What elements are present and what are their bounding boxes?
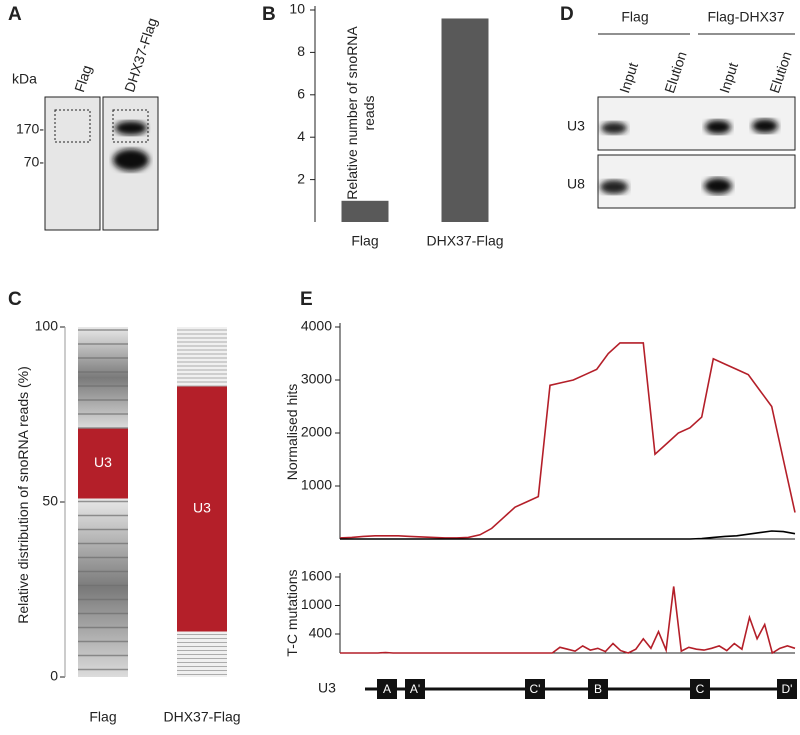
blot-lane [44,96,101,231]
y-axis-title: Normalised hits [284,383,300,481]
map-box-label: A' [410,682,420,696]
y-tick-label: 10 [289,1,305,17]
bar-segment [78,498,128,677]
lane-label: Input [716,60,741,95]
crop-box [54,109,91,143]
lane-label: Elution [661,49,689,95]
y-tick-label: 6 [297,86,305,102]
band [115,121,147,135]
blot [597,154,796,209]
y-tick-label: 3000 [301,371,332,387]
group-label: Flag-DHX37 [707,9,784,25]
unit-label: kDa [12,71,37,87]
y-tick-label: 4 [297,128,305,144]
band [752,119,778,133]
band [113,149,149,171]
band [601,122,627,134]
panel-letter: C [8,289,22,310]
x-tick-label: DHX37-Flag [163,709,240,725]
map-box-label: D' [782,682,793,696]
y-tick-label: 100 [35,318,59,334]
map-box-label: A [383,682,391,696]
band [600,180,628,194]
bar-segment [177,386,227,632]
map-box [690,679,710,699]
lane-label: Elution [766,49,794,95]
segment-label: U3 [193,500,211,516]
map-box [525,679,545,699]
bar-segment-group [177,631,227,677]
x-tick-label: Flag [89,709,116,725]
line-series [340,586,796,655]
marker-label: 170- [16,121,44,137]
map-box [777,679,797,699]
y-tick-label: 50 [42,493,58,509]
map-box [405,679,425,699]
bar-segment-group [177,386,227,632]
row-label: U8 [567,176,585,192]
bar [441,18,489,223]
crop-box [112,109,149,143]
y-tick-label: 2000 [301,424,332,440]
band [704,178,732,194]
y-tick-label: 8 [297,43,305,59]
bar-segment-group [177,327,227,387]
line-series [340,530,796,540]
segment-label: U3 [94,454,112,470]
panel-a: kDa Flag DHX37-Flag 170- 70- [12,16,160,231]
bar-segment-group [78,428,128,499]
x-tick-label: Flag [351,233,378,249]
panel-letter: A [8,4,22,25]
map-box-label: C [696,682,705,696]
row-label: U3 [567,118,585,134]
bar-segment [78,428,128,499]
band [705,120,731,134]
lane-label: Input [616,60,641,95]
map-label: U3 [318,680,336,696]
map-box [588,679,608,699]
panel-d: Flag Flag-DHX37 Input Elution Input Elut… [567,9,796,209]
panel-letter: D [560,4,574,25]
y-axis-title: T-C mutations [284,569,300,657]
y-axis-title: Relative distribution of snoRNA reads (%… [15,366,31,624]
map-box [377,679,397,699]
y-tick-label: 2 [297,170,305,186]
panel-letter: B [262,4,276,25]
lane-label: Flag [71,63,95,94]
y-tick-label: 1000 [301,477,332,493]
x-tick-label: DHX37-Flag [426,233,503,249]
line-series [339,342,796,539]
marker-label: 70- [24,154,45,170]
y-tick-label: 0 [50,668,58,684]
bar-segment-group [78,327,128,429]
y-tick-label: 4000 [301,318,332,334]
y-axis-title: Relative number of snoRNA reads [344,26,377,200]
map-box-label: B [594,682,602,696]
u3-map: U3 [318,680,795,696]
group-label: Flag [621,9,648,25]
bar [341,200,389,222]
lane-label: DHX37-Flag [121,16,160,94]
panel-letter: E [300,289,313,310]
map-box-label: C' [530,682,541,696]
bar-segment-group [78,498,128,677]
y-tick-label: 1000 [301,596,332,612]
bar-segment [177,327,227,387]
y-tick-label: 400 [309,625,333,641]
y-tick-label: 1600 [301,568,332,584]
